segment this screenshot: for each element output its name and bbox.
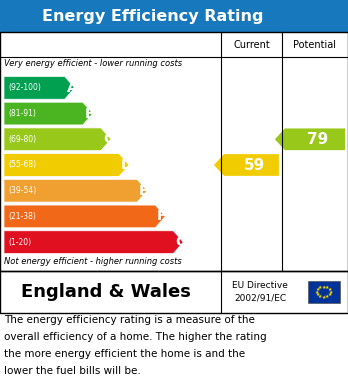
Text: Very energy efficient - lower running costs: Very energy efficient - lower running co…: [4, 59, 182, 68]
Polygon shape: [4, 128, 111, 151]
Bar: [0, 32, 348, 271]
Text: (81-91): (81-91): [8, 109, 36, 118]
Text: ★: ★: [325, 294, 329, 299]
Text: Potential: Potential: [293, 39, 337, 50]
Text: A: A: [67, 81, 78, 95]
Text: (39-54): (39-54): [8, 186, 36, 195]
Text: England & Wales: England & Wales: [21, 283, 191, 301]
Bar: [0, 271, 348, 313]
Text: ★: ★: [325, 285, 329, 290]
Text: G: G: [175, 235, 187, 249]
Text: ★: ★: [315, 289, 319, 294]
Polygon shape: [4, 154, 129, 176]
Text: The energy efficiency rating is a measure of the: The energy efficiency rating is a measur…: [4, 315, 255, 325]
Text: C: C: [103, 132, 113, 146]
Text: 59: 59: [244, 158, 265, 172]
Polygon shape: [4, 179, 147, 202]
Text: overall efficiency of a home. The higher the rating: overall efficiency of a home. The higher…: [4, 332, 267, 342]
Text: ★: ★: [315, 292, 320, 297]
Polygon shape: [214, 154, 279, 176]
Text: Current: Current: [233, 39, 270, 50]
Text: 79: 79: [307, 132, 329, 147]
Text: ★: ★: [315, 287, 320, 292]
Text: E: E: [139, 184, 149, 198]
Polygon shape: [4, 102, 93, 125]
Text: (55-68): (55-68): [8, 160, 36, 170]
Text: the more energy efficient the home is and the: the more energy efficient the home is an…: [4, 349, 245, 359]
Text: Not energy efficient - higher running costs: Not energy efficient - higher running co…: [4, 257, 182, 266]
Text: (21-38): (21-38): [8, 212, 36, 221]
Polygon shape: [275, 128, 345, 150]
Text: ★: ★: [327, 287, 332, 292]
Text: (1-20): (1-20): [8, 238, 31, 247]
Text: ★: ★: [318, 285, 322, 290]
Text: B: B: [85, 107, 95, 120]
Text: (92-100): (92-100): [8, 83, 41, 92]
Polygon shape: [4, 205, 165, 228]
Text: ★: ★: [322, 294, 326, 300]
Text: ★: ★: [327, 292, 332, 297]
Text: ★: ★: [318, 294, 322, 299]
Text: ★: ★: [329, 289, 333, 294]
Text: (69-80): (69-80): [8, 135, 36, 144]
Bar: [308, 281, 340, 303]
Text: lower the fuel bills will be.: lower the fuel bills will be.: [4, 366, 141, 376]
Text: 2002/91/EC: 2002/91/EC: [234, 294, 286, 303]
Text: Energy Efficiency Rating: Energy Efficiency Rating: [42, 9, 264, 23]
Text: ★: ★: [322, 285, 326, 289]
Bar: [0, 0, 348, 32]
Text: EU Directive: EU Directive: [232, 282, 288, 291]
Polygon shape: [4, 231, 183, 253]
Polygon shape: [4, 77, 75, 99]
Text: D: D: [121, 158, 133, 172]
Text: F: F: [157, 210, 167, 223]
